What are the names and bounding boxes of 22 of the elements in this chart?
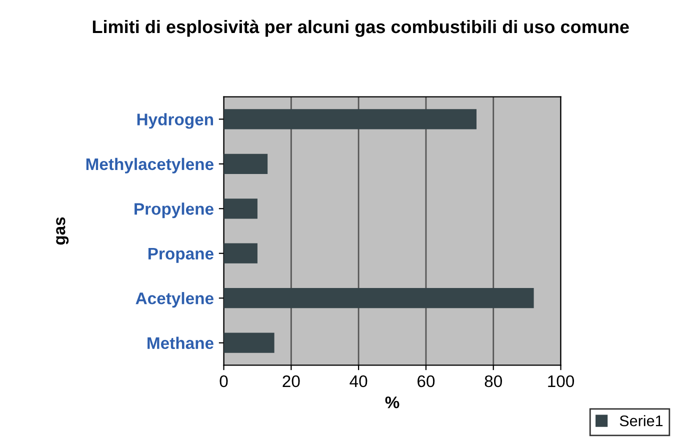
x-tick-label: 80 [484,375,502,388]
y-tick-label: Hydrogen [137,113,214,129]
bar [224,154,268,174]
y-tick-label: Propane [148,248,214,263]
legend-label: Serie1 [620,415,663,426]
y-tick-label: Acetylene [136,292,214,308]
bar [224,109,477,130]
x-tick-label: 0 [220,375,228,388]
bar [224,243,258,264]
bar [224,198,258,219]
y-tick-label: Methylacetylene [86,158,214,174]
y-tick-label: Methane [148,336,214,350]
x-tick-label: 100 [548,375,574,388]
y-axis-title: gas [56,217,69,245]
y-tick-label: Propylene [134,202,214,218]
x-tick-label: 60 [418,375,435,388]
bar [224,288,534,308]
x-axis-title: % [385,396,400,408]
chart-title: Limiti di esplosività per alcuni gas combustibili di uso comune [92,20,629,37]
x-tick-label: 40 [350,375,368,388]
bar [224,332,274,353]
x-tick-label: 20 [282,375,300,388]
